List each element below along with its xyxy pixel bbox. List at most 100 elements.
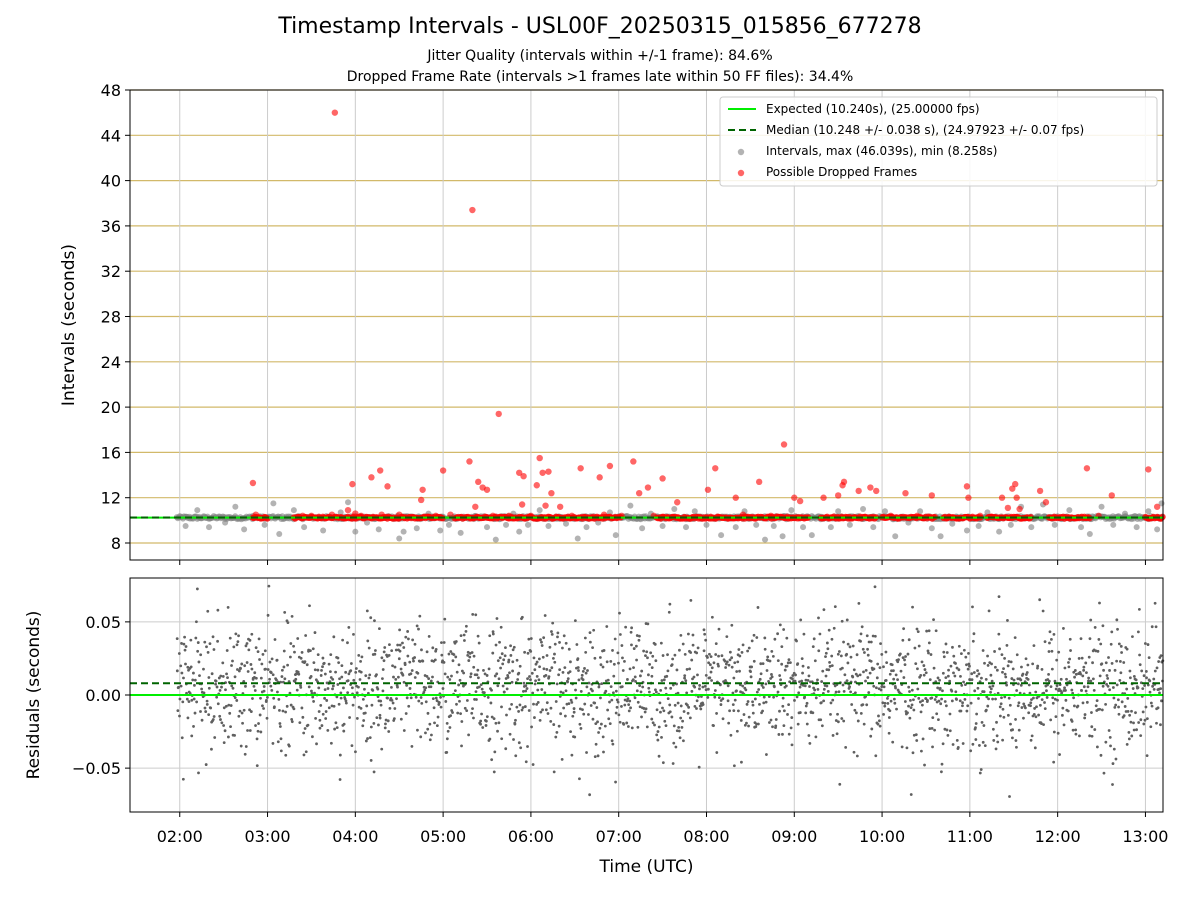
residual-point xyxy=(404,635,408,639)
residual-point xyxy=(344,701,348,705)
residual-point xyxy=(289,642,293,645)
residual-point xyxy=(497,721,501,725)
residual-point xyxy=(262,707,265,710)
dropped-frame-point xyxy=(417,496,425,504)
residual-point xyxy=(901,656,905,660)
residual-point xyxy=(1117,712,1121,716)
residual-point xyxy=(620,685,624,689)
residual-point xyxy=(443,672,447,676)
residual-point xyxy=(1117,705,1120,709)
residual-point xyxy=(510,703,513,706)
residual-point xyxy=(882,665,885,669)
residual-point xyxy=(1109,642,1113,646)
residual-point xyxy=(193,683,196,687)
residual-point xyxy=(745,702,749,706)
residual-point xyxy=(553,660,557,664)
interval-point xyxy=(1110,521,1117,528)
residual-point xyxy=(767,680,770,683)
residual-point xyxy=(442,660,446,664)
residual-point xyxy=(424,700,428,704)
dropped-frame-point xyxy=(516,469,523,476)
residual-point xyxy=(492,717,496,721)
residual-point xyxy=(334,721,338,725)
residual-point xyxy=(581,708,584,711)
residual-point xyxy=(1016,704,1020,708)
interval-point xyxy=(718,532,725,539)
residual-point xyxy=(181,777,185,781)
residual-point xyxy=(259,676,263,680)
residual-point xyxy=(199,710,202,713)
residual-point xyxy=(944,642,948,646)
residual-point xyxy=(498,640,501,644)
residual-point xyxy=(674,745,678,749)
residual-point xyxy=(365,704,369,708)
residual-point xyxy=(856,674,860,678)
residual-point xyxy=(563,714,567,718)
residual-point xyxy=(840,717,844,720)
residual-point xyxy=(328,670,332,674)
residual-point xyxy=(866,647,869,651)
residual-point xyxy=(203,640,207,644)
residual-point xyxy=(347,626,351,629)
residual-point xyxy=(647,686,651,690)
residual-point xyxy=(830,664,834,668)
interval-point xyxy=(963,527,970,534)
residual-point xyxy=(477,676,480,680)
residual-point xyxy=(551,621,555,625)
residual-point xyxy=(633,675,637,679)
residual-point xyxy=(401,641,404,645)
residual-point xyxy=(750,639,754,643)
residual-point xyxy=(826,647,830,651)
residual-point xyxy=(552,656,555,660)
residual-point xyxy=(346,641,349,645)
residual-point xyxy=(1034,690,1038,694)
residual-point xyxy=(620,705,623,708)
residual-point xyxy=(672,741,676,745)
residual-point xyxy=(1064,698,1068,702)
residual-point xyxy=(1151,684,1155,688)
residual-point xyxy=(752,659,756,663)
residual-point xyxy=(929,653,933,656)
residual-point xyxy=(302,731,306,735)
residual-point xyxy=(861,703,865,707)
residual-point xyxy=(639,690,643,694)
residual-point xyxy=(867,691,871,694)
residual-point xyxy=(283,677,287,681)
residual-point xyxy=(1095,699,1099,703)
residual-point xyxy=(1007,660,1011,663)
residual-point xyxy=(612,674,616,678)
residual-point xyxy=(286,663,289,667)
residual-point xyxy=(544,708,548,712)
residual-point xyxy=(887,716,891,719)
residual-point xyxy=(740,760,743,764)
dropped-frame-point xyxy=(368,474,375,481)
residual-point xyxy=(245,661,249,664)
residual-point xyxy=(1154,625,1158,629)
residual-point xyxy=(995,720,998,724)
residual-point xyxy=(1107,656,1110,659)
residual-point xyxy=(198,674,201,677)
residual-point xyxy=(778,674,782,677)
residual-point xyxy=(1108,735,1112,739)
residual-point xyxy=(585,751,588,754)
residual-point xyxy=(1086,685,1090,689)
interval-point xyxy=(627,502,634,509)
residual-point xyxy=(945,651,949,654)
residual-point xyxy=(706,696,710,699)
residual-point xyxy=(179,684,183,688)
residual-point xyxy=(890,663,894,667)
interval-point xyxy=(536,507,543,514)
residual-point xyxy=(969,749,973,753)
residual-point xyxy=(175,669,179,673)
residual-point xyxy=(787,703,791,707)
residual-point xyxy=(990,662,993,666)
dropped-frame-point xyxy=(495,410,502,418)
residual-point xyxy=(853,708,857,712)
y-tick-label: 0.00 xyxy=(85,686,121,705)
residual-point xyxy=(888,672,892,676)
residual-point xyxy=(801,664,805,668)
residual-point xyxy=(917,696,921,700)
residual-point xyxy=(349,669,353,673)
residual-point xyxy=(732,709,736,713)
residual-point xyxy=(210,747,213,751)
